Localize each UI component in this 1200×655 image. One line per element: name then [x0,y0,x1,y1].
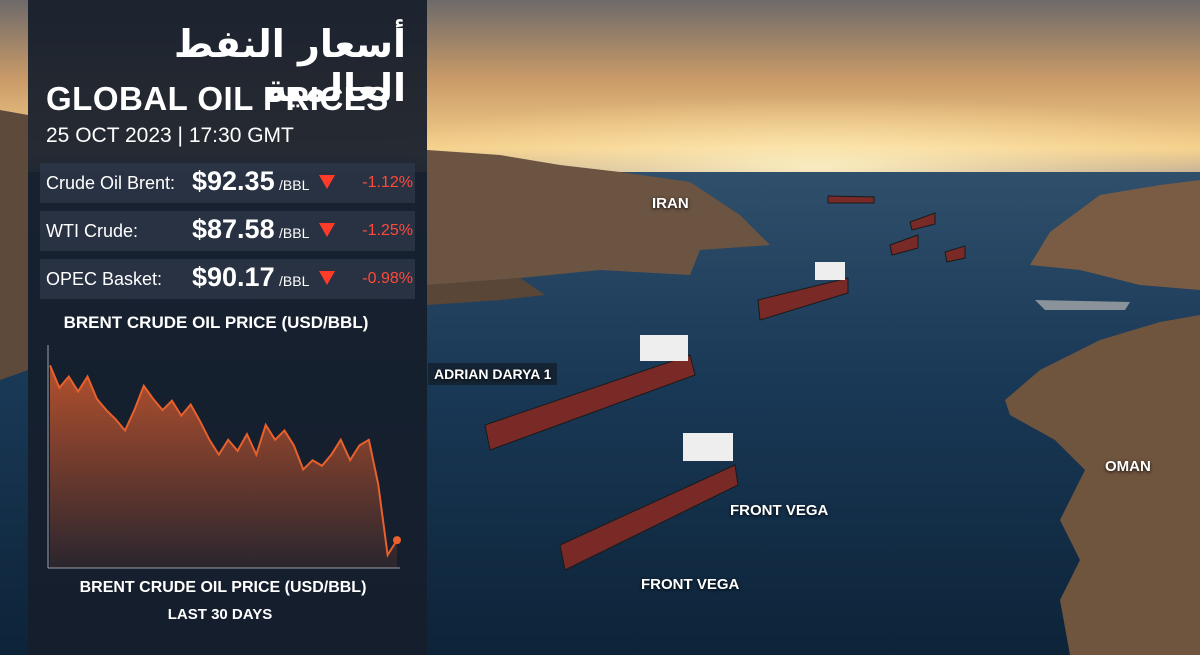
price-row: Crude Oil Brent: $92.35/BBL -1.12% [40,163,415,203]
price-value: $87.58 [192,214,275,244]
price-row: WTI Crude: $87.58/BBL -1.25% [40,211,415,251]
price-change: -1.12% [362,174,413,191]
datetime: 25 OCT 2023 | 17:30 GMT [46,124,294,147]
price-line [49,365,398,558]
down-arrow-shape [319,271,335,285]
down-arrow-shape [319,175,335,189]
title: GLOBAL OIL PRICES [46,80,389,117]
price-unit: /BBL [279,273,310,289]
ship-label: ADRIAN DARYA 1 [428,363,558,385]
price-change: -0.98% [362,270,413,287]
price-name: WTI Crude: [46,221,139,241]
chart-title: BRENT CRUDE OIL PRICE (USD/BBL) [64,313,369,332]
price-value: $92.35 [192,166,275,196]
ship-label: FRONT VEGA [641,576,740,593]
price-name: OPEC Basket: [46,269,163,289]
down-arrow [319,175,335,189]
area-fill [50,365,397,568]
info-panel: أسعار النفط العالمية GLOBAL OIL PRICES 2… [28,0,427,655]
chart-subtitle: LAST 30 DAYS [168,606,272,623]
arabic-title: أسعار النفط العالمية [173,22,406,110]
down-arrow [319,271,335,285]
price-unit: /BBL [279,225,310,241]
down-arrow [319,223,335,237]
price-row: OPEC Basket: $90.17/BBL -0.98% [40,259,415,299]
price-unit: /BBL [279,177,310,193]
price-value: $90.17 [192,262,275,292]
price-change: -1.25% [362,222,413,239]
last-point [393,536,401,545]
map-label: OMAN [1105,458,1151,475]
price-name: Crude Oil Brent: [46,173,176,193]
ship-label: FRONT VEGA [730,502,829,519]
down-arrow-shape [319,223,335,237]
price-chart: BRENT CRUDE OIL PRICE (USD/BBL) BRENT CR… [47,313,401,623]
map-label: IRAN [652,195,689,212]
chart-caption: BRENT CRUDE OIL PRICE (USD/BBL) [80,579,367,596]
